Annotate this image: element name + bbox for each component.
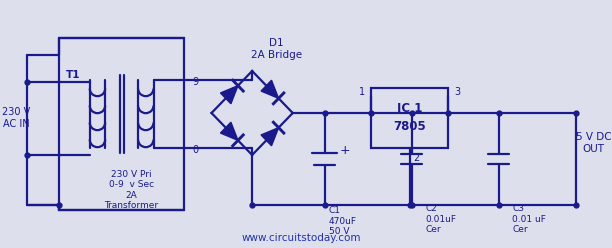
Text: 0: 0 bbox=[192, 145, 198, 155]
Bar bbox=[59, 38, 184, 210]
Text: C3
0.01 uF
Cer: C3 0.01 uF Cer bbox=[512, 204, 546, 234]
Text: 230 V
AC IN: 230 V AC IN bbox=[2, 107, 31, 129]
Text: C1
470uF
50 V: C1 470uF 50 V bbox=[329, 206, 357, 236]
Polygon shape bbox=[261, 80, 278, 98]
Polygon shape bbox=[261, 128, 278, 146]
Polygon shape bbox=[220, 122, 238, 140]
Text: D1
2A Bridge: D1 2A Bridge bbox=[251, 38, 302, 60]
Text: 3: 3 bbox=[454, 87, 460, 97]
Bar bbox=[371, 88, 449, 148]
Text: 5 V DC
OUT: 5 V DC OUT bbox=[576, 132, 611, 154]
Text: C2
0.01uF
Cer: C2 0.01uF Cer bbox=[425, 204, 456, 234]
Text: IC 1: IC 1 bbox=[397, 101, 422, 115]
Text: +: + bbox=[340, 145, 351, 157]
Text: 230 V Pri
0-9  v Sec
2A
Transformer: 230 V Pri 0-9 v Sec 2A Transformer bbox=[104, 170, 159, 210]
Text: 1: 1 bbox=[359, 87, 365, 97]
Text: 9: 9 bbox=[192, 77, 198, 87]
Polygon shape bbox=[220, 86, 238, 104]
Text: T1: T1 bbox=[66, 70, 81, 80]
Text: www.circuitstoday.com: www.circuitstoday.com bbox=[242, 233, 361, 243]
Text: 2: 2 bbox=[414, 153, 420, 163]
Text: 7805: 7805 bbox=[394, 120, 426, 132]
